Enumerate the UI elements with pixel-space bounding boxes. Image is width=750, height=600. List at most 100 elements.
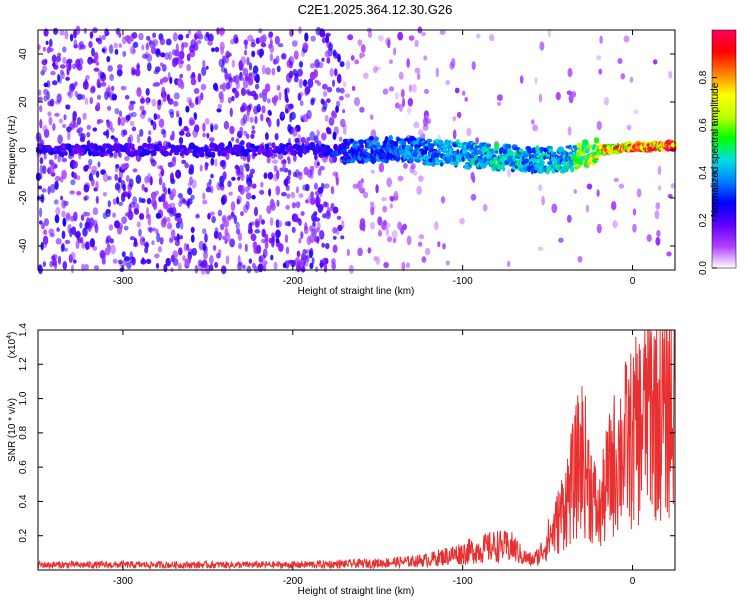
spectrogram-cell <box>118 152 122 158</box>
spectrogram-cell <box>309 165 315 171</box>
spectrogram-x-ticks: -300 -200 -100 0 <box>113 30 636 287</box>
spectrogram-cell <box>459 217 465 225</box>
spectrogram-cell <box>367 31 373 38</box>
spectrogram-cell <box>378 229 382 237</box>
spectrogram-cell <box>287 169 292 176</box>
spectrogram-cell <box>121 192 126 203</box>
spectrogram-cell <box>121 251 126 258</box>
spectrogram-cell <box>176 233 180 243</box>
spectrogram-cell <box>188 117 195 126</box>
spectrogram-cell <box>350 55 355 61</box>
spectrogram-cell <box>78 58 84 66</box>
spectrogram-cell <box>205 187 212 193</box>
spectrogram-cell <box>248 72 252 78</box>
spectrogram-cell <box>306 109 312 120</box>
spectrogram-cell <box>139 128 144 137</box>
spectrogram-cell <box>314 154 318 160</box>
spectrogram-cell <box>577 255 583 263</box>
spectrogram-cell <box>246 107 250 116</box>
spectrogram-cell <box>596 120 602 131</box>
spectrogram-cell <box>244 243 248 253</box>
spectrogram-ridge-cell <box>124 142 130 148</box>
spectrogram-cell <box>259 189 265 195</box>
spectrogram-ridge-cell <box>449 147 453 155</box>
spectrogram-cell <box>324 114 329 122</box>
spectrogram-ridge-cell <box>426 138 433 143</box>
spectrogram-cell <box>76 93 83 101</box>
spectrogram-cell <box>284 93 289 102</box>
spectrogram-cell <box>53 199 59 205</box>
spectrogram-cell <box>435 67 439 78</box>
spectrogram-cell <box>322 257 328 265</box>
spectrogram-cell <box>101 257 107 265</box>
spectrogram-cell <box>42 125 48 133</box>
spectrogram-cell <box>43 152 47 160</box>
spectrogram-cell <box>335 87 341 93</box>
spectrogram-cell <box>531 119 535 125</box>
spectrogram-cell <box>79 136 85 143</box>
spectrogram-cell <box>132 196 138 205</box>
spectrogram-cell <box>248 225 252 231</box>
spectrogram-ridge-cell <box>670 142 678 148</box>
spectrogram-cell <box>54 175 61 182</box>
spectrogram-ridge-cell <box>518 148 524 153</box>
snr-y-tick-label: 0.2 <box>18 528 29 542</box>
spectrogram-cell <box>138 197 142 203</box>
spectrogram-cell <box>411 83 417 93</box>
spectrogram-ridge-cell <box>553 151 557 158</box>
spectrogram-cell <box>230 213 236 220</box>
spectrogram-cell <box>281 53 287 60</box>
spectrogram-ridge-cell <box>401 139 407 146</box>
spectrogram-cell <box>124 95 130 100</box>
spectrogram-cell <box>188 164 195 172</box>
spectrogram-cell <box>76 191 82 196</box>
spectrogram-cell <box>385 226 389 237</box>
spectrogram-cell <box>39 105 43 113</box>
spectrogram-ridge-cell <box>271 142 276 149</box>
spectrogram-cell <box>326 98 331 104</box>
spectrogram-cell <box>342 129 347 135</box>
spectrogram-cell <box>454 87 460 94</box>
spectrogram-cell <box>72 122 79 128</box>
spectrogram-x-label: Height of straight line (km) <box>298 286 415 297</box>
spectrogram-cell <box>129 121 135 126</box>
spectrogram-cell <box>246 265 252 274</box>
spectrogram-cell <box>310 191 314 198</box>
spectrogram-ridge-cell <box>510 161 516 167</box>
spectrogram-cell <box>59 29 65 36</box>
spectrogram-cell <box>238 59 243 70</box>
spectrogram-cell <box>222 171 227 180</box>
spectrogram-cell <box>186 64 191 72</box>
spectrogram-cell <box>406 58 411 68</box>
spectrogram-cell <box>127 192 131 200</box>
spectrogram-cell <box>248 172 254 179</box>
spectrogram-cell <box>209 123 214 127</box>
spectrogram-cell <box>340 235 345 240</box>
spectrogram-cell <box>38 96 43 102</box>
spectrogram-cell <box>325 35 330 44</box>
spectrogram-cell <box>470 193 477 201</box>
spectrogram-cell <box>313 158 320 169</box>
spectrogram-cell <box>340 118 346 128</box>
snr-y-ticks: 0.2 0.4 0.6 0.8 1.0 1.2 1.4 <box>18 323 675 543</box>
spectrogram-cell <box>45 40 49 46</box>
spectrogram-cell <box>284 234 289 243</box>
spectrogram-cell <box>228 52 232 57</box>
spectrogram-cell <box>262 260 268 266</box>
spectrogram-cell <box>64 30 69 40</box>
spectrogram-cell <box>96 78 101 89</box>
spectrogram-cell <box>303 166 309 176</box>
spectrogram-cell <box>235 221 240 230</box>
spectrogram-cell <box>229 125 235 135</box>
spectrogram-cell <box>329 68 334 77</box>
spectrogram-cell <box>202 192 206 200</box>
spectrogram-cell <box>507 260 511 268</box>
spectrogram-cell <box>124 155 130 162</box>
spectrogram-cell <box>190 234 195 243</box>
spectrogram-x-tick-label: -100 <box>453 276 473 287</box>
spectrogram-ridge-cell <box>485 143 492 148</box>
spectrogram-cell <box>187 182 192 187</box>
spectrogram-cell <box>60 195 64 201</box>
spectrogram-cell <box>290 111 296 120</box>
spectrogram-cell <box>116 226 123 235</box>
